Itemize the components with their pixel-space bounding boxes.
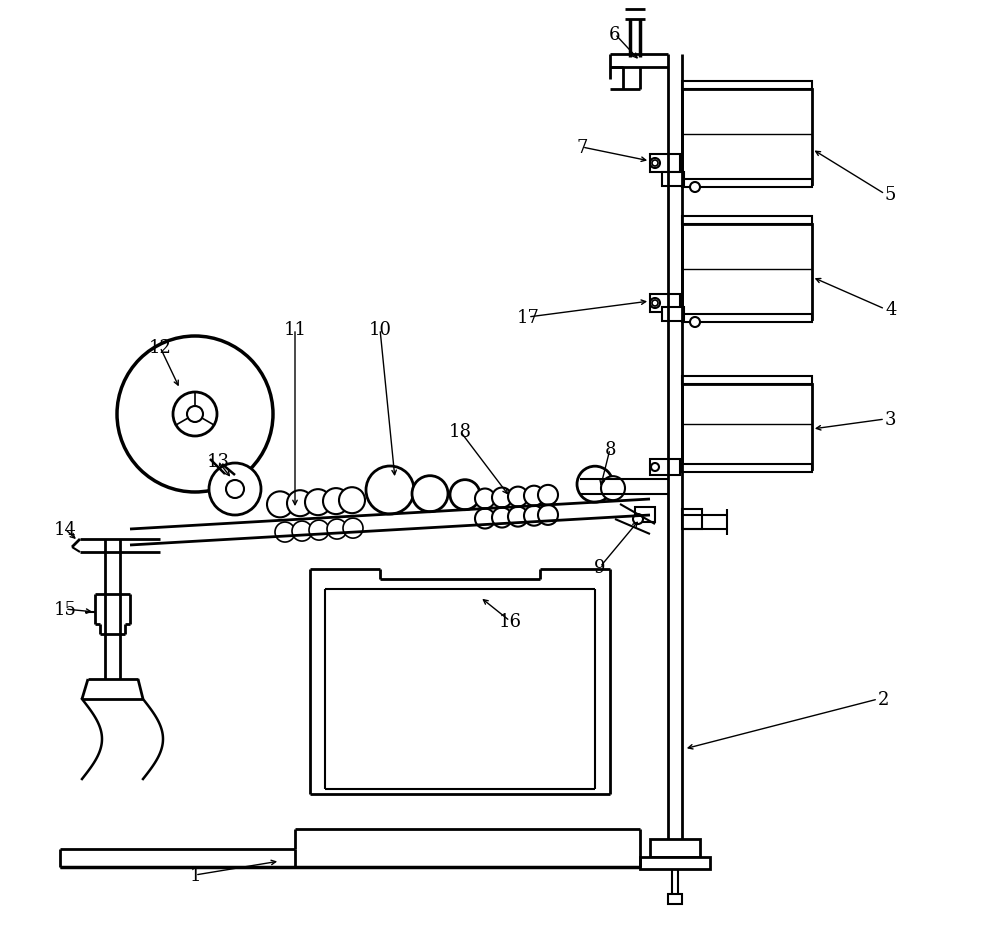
Circle shape	[339, 488, 365, 514]
Bar	[682, 90, 812, 184]
Bar	[662, 308, 684, 322]
Text: 14: 14	[54, 520, 76, 539]
Text: 18: 18	[449, 423, 472, 440]
Circle shape	[305, 489, 331, 515]
Text: 6: 6	[609, 26, 621, 44]
Circle shape	[651, 464, 659, 472]
Circle shape	[508, 507, 528, 527]
Circle shape	[601, 476, 625, 501]
Circle shape	[538, 505, 558, 526]
Circle shape	[275, 523, 295, 542]
Circle shape	[309, 521, 329, 540]
Bar	[650, 295, 680, 312]
Circle shape	[475, 509, 495, 529]
Bar	[635, 507, 655, 523]
Circle shape	[187, 407, 203, 423]
Bar	[682, 217, 812, 224]
Circle shape	[209, 464, 261, 515]
Text: 5: 5	[885, 185, 896, 204]
Circle shape	[690, 183, 700, 193]
Text: 8: 8	[604, 440, 616, 459]
Circle shape	[450, 480, 480, 510]
Circle shape	[652, 300, 658, 307]
Circle shape	[633, 514, 643, 525]
Text: 11: 11	[284, 321, 307, 338]
Bar	[682, 464, 812, 473]
Text: 12: 12	[149, 338, 171, 357]
Circle shape	[475, 489, 495, 509]
Circle shape	[366, 466, 414, 514]
Circle shape	[292, 522, 312, 541]
Text: 7: 7	[576, 139, 588, 157]
Circle shape	[327, 519, 347, 540]
Circle shape	[577, 466, 613, 502]
Bar	[662, 172, 684, 187]
Bar	[650, 155, 680, 172]
Bar	[682, 82, 812, 90]
Text: 13: 13	[207, 452, 230, 471]
Text: 16: 16	[499, 613, 522, 630]
Circle shape	[508, 487, 528, 507]
Text: 2: 2	[878, 691, 889, 708]
Circle shape	[652, 160, 658, 167]
Bar	[682, 385, 812, 469]
Circle shape	[524, 486, 544, 506]
Bar	[640, 857, 710, 870]
Circle shape	[538, 486, 558, 505]
Bar	[650, 839, 700, 857]
Circle shape	[323, 489, 349, 514]
Bar	[650, 460, 680, 476]
Text: 10: 10	[369, 321, 392, 338]
Bar	[668, 894, 682, 904]
Bar	[682, 224, 812, 320]
Circle shape	[412, 476, 448, 512]
Text: 17: 17	[517, 309, 539, 326]
Circle shape	[690, 318, 700, 327]
Bar	[682, 314, 812, 323]
Text: 15: 15	[54, 601, 76, 618]
Text: 1: 1	[189, 866, 201, 884]
Circle shape	[524, 506, 544, 527]
Circle shape	[343, 518, 363, 539]
Circle shape	[492, 488, 512, 508]
Circle shape	[650, 298, 660, 309]
Text: 9: 9	[594, 558, 606, 577]
Bar	[682, 376, 812, 385]
Bar	[682, 180, 812, 188]
Circle shape	[287, 490, 313, 516]
Circle shape	[117, 337, 273, 492]
Circle shape	[173, 392, 217, 437]
Circle shape	[492, 508, 512, 528]
Circle shape	[226, 480, 244, 499]
Circle shape	[267, 492, 293, 518]
Bar	[682, 510, 702, 529]
Text: 3: 3	[885, 411, 896, 428]
Text: 4: 4	[885, 300, 896, 319]
Circle shape	[650, 159, 660, 169]
